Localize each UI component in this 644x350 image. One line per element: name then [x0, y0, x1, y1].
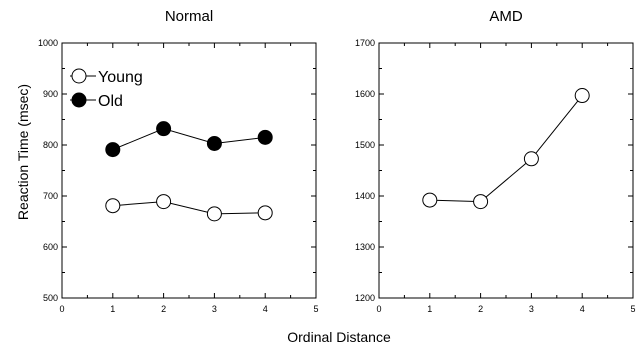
x-axis-label: Ordinal Distance	[287, 329, 391, 345]
x-tick-label: 5	[313, 304, 318, 314]
y-tick-label: 1400	[355, 191, 375, 201]
chart-panels: Normal 500 600 700 800 900 1000 0 1 2 3 4 5 Young Old A…	[38, 8, 636, 314]
data-point	[523, 151, 539, 167]
x-tick-label: 5	[630, 304, 635, 314]
y-tick-label: 1600	[355, 89, 375, 99]
data-point	[257, 129, 273, 145]
y-tick-label: 1500	[355, 140, 375, 150]
legend-label: Old	[98, 93, 123, 110]
y-tick-label: 700	[43, 191, 58, 201]
legend-marker	[71, 68, 87, 84]
x-tick-label: 4	[580, 304, 585, 314]
series-line-young	[112, 201, 266, 215]
series-line-old	[112, 128, 266, 151]
y-tick-label: 900	[43, 89, 58, 99]
x-tick-label: 0	[59, 304, 64, 314]
y-tick-label: 500	[43, 293, 58, 303]
x-tick-label: 2	[478, 304, 483, 314]
y-tick-label: 600	[43, 242, 58, 252]
data-point	[257, 205, 273, 221]
data-point	[105, 198, 121, 214]
y-tick-label: 1000	[38, 38, 58, 48]
x-tick-label: 1	[427, 304, 432, 314]
series-line-0	[429, 95, 583, 203]
y-tick-label: 800	[43, 140, 58, 150]
x-tick-label: 1	[110, 304, 115, 314]
data-point	[473, 194, 489, 210]
data-point	[574, 88, 590, 104]
legend-label: Young	[98, 69, 143, 86]
legend-marker	[71, 92, 87, 108]
y-tick-label: 1700	[355, 38, 375, 48]
y-axis-label: Reaction Time (msec)	[15, 84, 31, 220]
data-point	[206, 135, 222, 151]
data-point	[156, 194, 172, 210]
x-tick-label: 0	[376, 304, 381, 314]
data-point	[156, 121, 172, 137]
x-tick-label: 2	[161, 304, 166, 314]
chart-panel-1: AMD 1200 1300 1400 1500 1600 1700 0 1 2 3 4 5	[355, 8, 636, 314]
chart-panel-0: Normal 500 600 700 800 900 1000 0 1 2 3 4 5 Young Old	[38, 8, 319, 314]
plot-frame	[378, 42, 634, 299]
y-tick-label: 1300	[355, 242, 375, 252]
panel-title: AMD	[489, 8, 523, 25]
x-tick-label: 3	[529, 304, 534, 314]
data-point	[105, 142, 121, 158]
x-tick-label: 3	[212, 304, 217, 314]
y-tick-label: 1200	[355, 293, 375, 303]
panel-title: Normal	[165, 8, 213, 25]
x-tick-label: 4	[263, 304, 268, 314]
data-point	[422, 192, 438, 208]
data-point	[206, 206, 222, 222]
